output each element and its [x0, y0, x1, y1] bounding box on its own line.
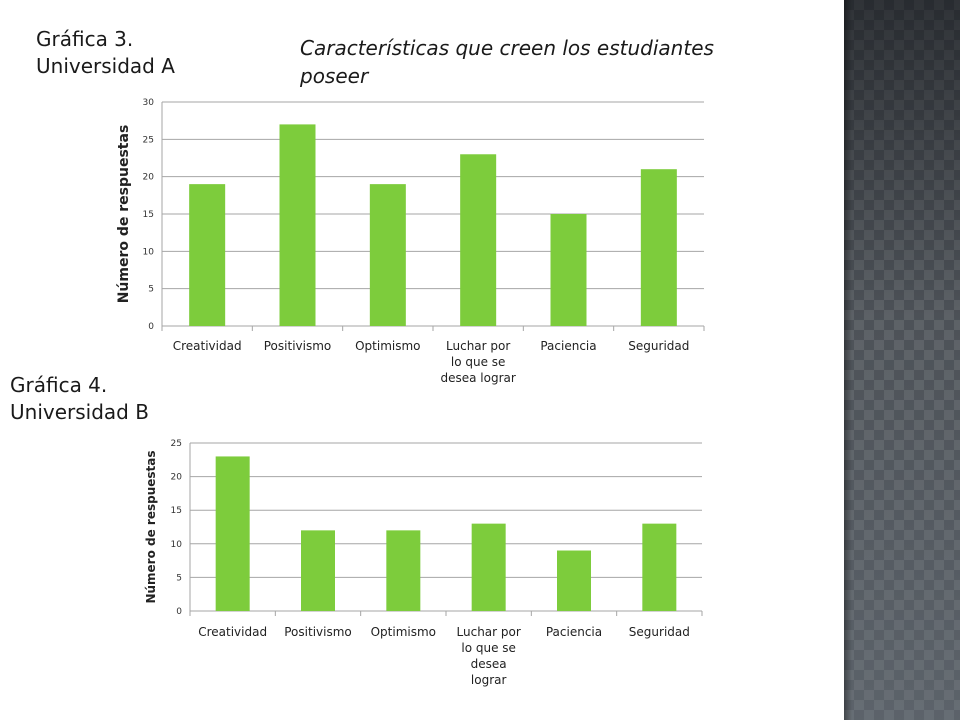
y-tick-label: 0 [148, 322, 154, 332]
bar [471, 523, 506, 611]
x-category-label: Luchar por [446, 339, 510, 353]
x-category-label: Creatividad [198, 625, 267, 639]
y-tick-label: 5 [148, 285, 154, 295]
bar [279, 124, 316, 327]
y-tick-label: 15 [171, 506, 182, 516]
bar [557, 550, 591, 611]
chart-4-label-line-1: Gráfica 4. [10, 373, 108, 397]
bar [460, 154, 497, 326]
x-category-label: lo que se [451, 355, 506, 369]
x-category-label: Seguridad [628, 339, 689, 353]
y-tick-label: 10 [171, 540, 183, 550]
x-category-label: Creatividad [173, 339, 242, 353]
x-category-label: Paciencia [540, 339, 596, 353]
bar [550, 214, 587, 326]
x-category-label: Paciencia [546, 625, 602, 639]
y-tick-label: 20 [171, 473, 183, 483]
x-category-label: Optimismo [355, 339, 420, 353]
chart-3-label-line-1: Gráfica 3. [36, 27, 134, 51]
x-category-label: lograr [471, 673, 507, 687]
x-category-label: Luchar por [457, 625, 521, 639]
bar [301, 530, 335, 611]
y-tick-label: 25 [171, 439, 182, 449]
chart-3-label-line-2: Universidad A [36, 54, 175, 78]
x-category-label: Positivismo [284, 625, 352, 639]
x-category-label: desea [471, 657, 507, 671]
y-tick-label: 30 [143, 98, 155, 108]
bar [386, 530, 421, 611]
x-category-label: Optimismo [371, 625, 436, 639]
y-axis-title: Número de respuestas [144, 450, 158, 603]
slide-subtitle: Características que creen los estudiante… [300, 36, 714, 88]
bar [215, 456, 250, 611]
bar [369, 184, 406, 326]
bar [642, 523, 677, 611]
x-category-label: desea lograr [441, 371, 516, 385]
sidebar-shadow [844, 0, 852, 720]
y-tick-label: 20 [143, 173, 155, 183]
x-category-label: Seguridad [629, 625, 690, 639]
y-tick-label: 5 [176, 573, 182, 583]
chart-3-label: Gráfica 3. Universidad A [36, 26, 175, 80]
y-tick-label: 25 [143, 135, 154, 145]
y-tick-label: 15 [143, 210, 154, 220]
x-category-label: lo que se [461, 641, 516, 655]
x-category-label: Positivismo [264, 339, 332, 353]
y-tick-label: 10 [143, 247, 155, 257]
y-axis-title: Número de respuestas [116, 125, 132, 304]
bar [189, 184, 226, 326]
decorative-sidebar [844, 0, 960, 720]
y-tick-label: 0 [176, 607, 182, 617]
chart-4-label-line-2: Universidad B [10, 400, 149, 424]
chart-4-label: Gráfica 4. Universidad B [10, 372, 149, 426]
bar [640, 169, 677, 326]
